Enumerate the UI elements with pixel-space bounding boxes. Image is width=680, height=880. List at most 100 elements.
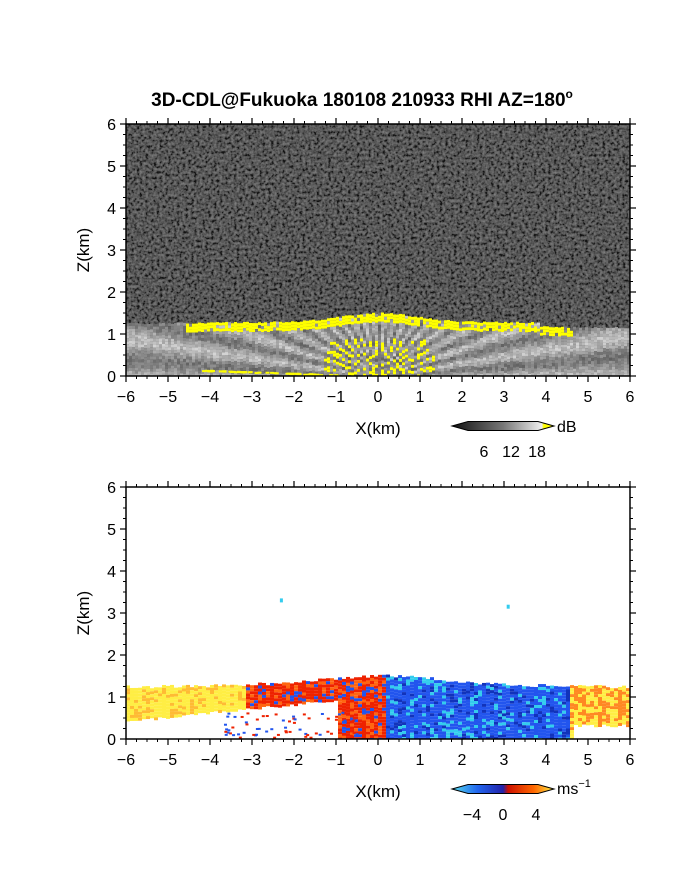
intensity-cell: [336, 343, 339, 347]
velocity-cell: [558, 734, 562, 738]
intensity-cell: [426, 369, 429, 373]
velocity-cell: [234, 708, 238, 712]
intensity-cell: [432, 367, 435, 371]
intensity-cell: [378, 360, 381, 364]
velocity-cell: [158, 708, 162, 712]
intensity-cell: [339, 371, 342, 375]
intensity-cell: [234, 336, 237, 340]
velocity-cell: [558, 686, 562, 690]
velocity-cell: [442, 698, 446, 702]
intensity-cell: [321, 337, 324, 341]
intensity-cell: [186, 371, 189, 375]
intensity-cell: [489, 331, 492, 335]
intensity-cell: [219, 361, 222, 365]
intensity-cell: [207, 349, 210, 353]
velocity-cell: [526, 692, 530, 696]
intensity-cell: [282, 373, 285, 376]
intensity-cell: [438, 371, 441, 375]
intensity-cell: [321, 340, 324, 344]
intensity-cell: [609, 348, 612, 352]
intensity-cell: [522, 322, 525, 326]
velocity-cell: [486, 718, 490, 722]
velocity-cell: [206, 705, 210, 709]
velocity-cell: [538, 702, 542, 706]
intensity-cell: [216, 334, 219, 338]
intensity-cell: [513, 343, 516, 347]
intensity-cell: [339, 329, 342, 333]
intensity-cell: [420, 361, 423, 365]
intensity-cell: [210, 358, 213, 362]
intensity-cell: [183, 343, 186, 347]
velocity-cell: [402, 728, 406, 732]
intensity-cell: [540, 335, 543, 339]
intensity-cell: [402, 353, 405, 357]
intensity-cell: [315, 341, 318, 345]
intensity-cell: [582, 333, 585, 337]
intensity-cell: [282, 340, 285, 344]
intensity-cell: [279, 330, 282, 334]
intensity-cell: [549, 348, 552, 352]
intensity-cell: [153, 344, 156, 348]
velocity-cell: [522, 692, 526, 696]
velocity-cell: [314, 681, 318, 685]
velocity-cell: [298, 694, 302, 698]
intensity-cell: [252, 362, 255, 366]
intensity-cell: [351, 339, 354, 343]
velocity-cell: [478, 720, 482, 724]
velocity-cell: [458, 697, 462, 701]
intensity-cell: [468, 351, 471, 355]
velocity-cell: [338, 707, 342, 711]
intensity-cell: [396, 362, 399, 366]
intensity-cell: [201, 374, 204, 376]
velocity-cell: [390, 688, 394, 692]
intensity-cell: [429, 360, 432, 364]
velocity-cell: [450, 684, 454, 688]
intensity-cell: [336, 364, 339, 368]
intensity-cell: [447, 349, 450, 353]
intensity-cell: [144, 327, 147, 331]
intensity-cell: [582, 339, 585, 343]
velocity-cell: [566, 695, 570, 699]
velocity-cell: [550, 718, 554, 722]
intensity-cell: [555, 353, 558, 357]
velocity-cell: [130, 696, 134, 700]
intensity-cell: [417, 344, 420, 348]
velocity-cell: [470, 700, 474, 704]
intensity-cell: [573, 350, 576, 354]
intensity-cell: [561, 368, 564, 372]
velocity-cell: [386, 725, 390, 729]
intensity-cell: [576, 363, 579, 367]
intensity-cell: [537, 337, 540, 341]
intensity-cell: [150, 335, 153, 339]
intensity-cell: [270, 325, 273, 329]
velocity-cell: [526, 689, 530, 693]
intensity-cell: [225, 367, 228, 371]
intensity-cell: [498, 337, 501, 341]
intensity-cell: [447, 361, 450, 365]
intensity-cell: [285, 325, 288, 329]
velocity-cell: [410, 723, 414, 727]
velocity-cell: [466, 714, 470, 718]
intensity-cell: [501, 362, 504, 366]
velocity-cell: [354, 701, 358, 705]
velocity-cell: [502, 704, 506, 708]
intensity-cell: [600, 333, 603, 337]
velocity-cell: [422, 725, 426, 729]
velocity-cell: [434, 725, 438, 729]
intensity-cell: [351, 333, 354, 337]
intensity-cell: [345, 315, 348, 319]
velocity-cell: [506, 706, 510, 710]
intensity-cell: [567, 369, 570, 373]
velocity-cell: [526, 737, 530, 739]
intensity-cell: [207, 334, 210, 338]
velocity-cell: [486, 685, 490, 689]
intensity-cell: [555, 356, 558, 360]
intensity-cell: [351, 315, 354, 319]
intensity-cell: [411, 346, 414, 350]
intensity-cell: [597, 372, 600, 376]
intensity-cell: [522, 349, 525, 353]
intensity-cell: [219, 334, 222, 338]
intensity-cell: [192, 341, 195, 345]
intensity-cell: [189, 371, 192, 375]
intensity-cell: [591, 373, 594, 376]
